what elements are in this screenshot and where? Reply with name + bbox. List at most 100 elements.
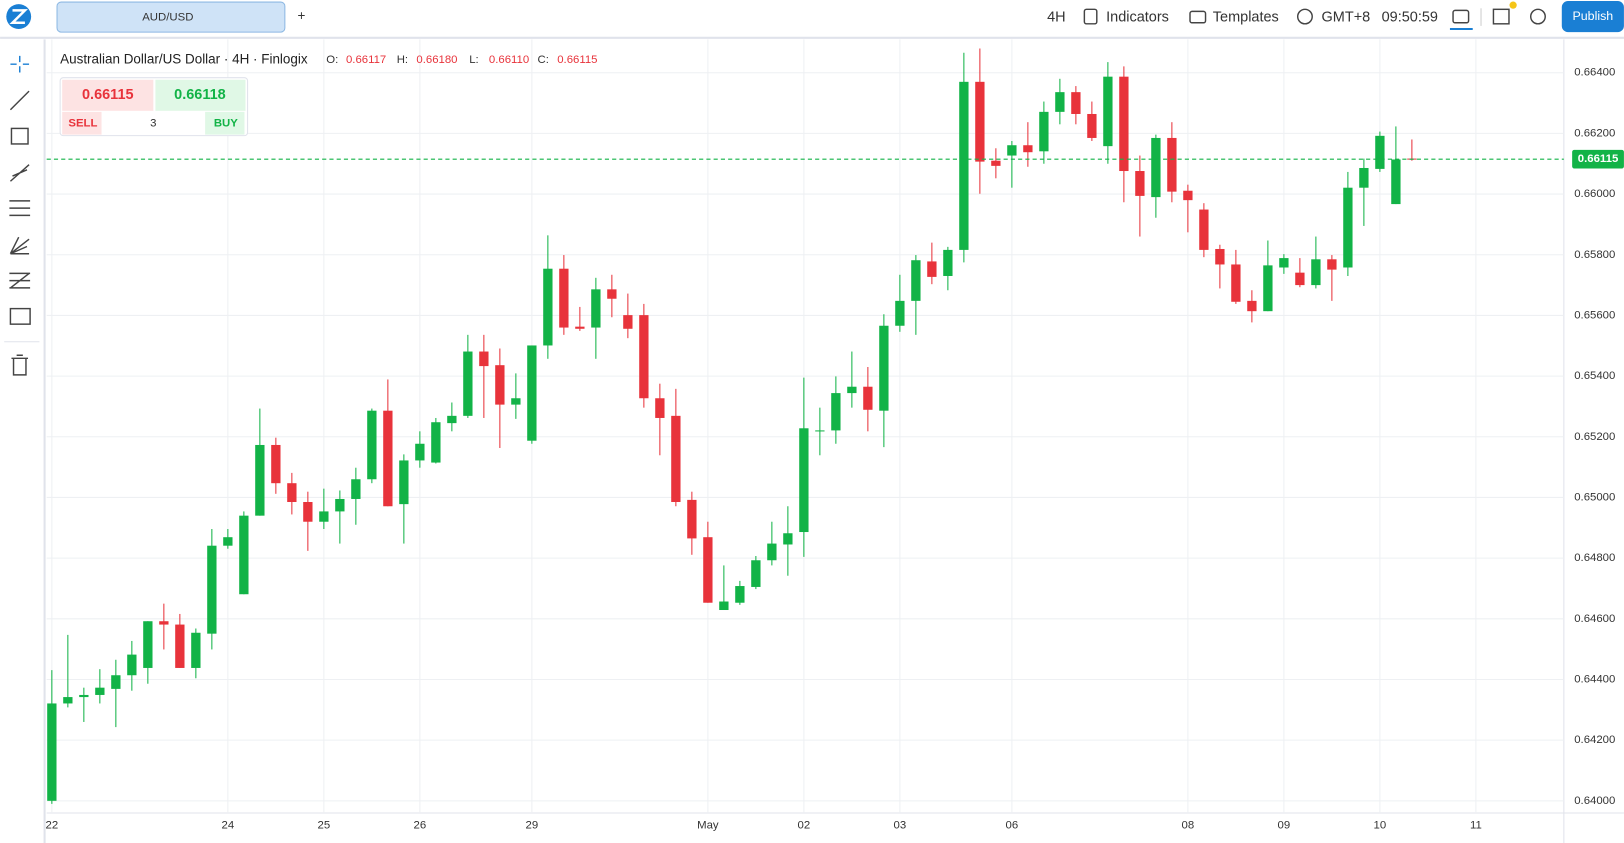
legend-title: Australian Dollar/US Dollar · 4H · Finlo… xyxy=(60,52,308,67)
candle-body xyxy=(431,422,441,463)
y-tick-label: 0.64800 xyxy=(1574,552,1615,564)
legend-l-label: L: xyxy=(469,54,479,66)
last-price-tag xyxy=(1572,149,1624,169)
candle-body xyxy=(735,586,745,603)
interval[interactable]: 4H xyxy=(1047,9,1066,25)
candle-body xyxy=(895,300,905,326)
sell-price: 0.66115 xyxy=(82,87,134,103)
candle-body xyxy=(335,498,345,512)
candle-body xyxy=(1151,137,1161,198)
fib-tool[interactable] xyxy=(9,200,31,217)
last-price-label: 0.66115 xyxy=(1578,153,1619,165)
candle-body xyxy=(1039,111,1049,152)
sell-button[interactable] xyxy=(62,111,102,135)
left-toolbar xyxy=(0,39,44,843)
symbol-tab[interactable] xyxy=(56,1,286,33)
candle-body xyxy=(815,430,825,432)
candle-body xyxy=(543,268,553,346)
buy-price-box[interactable] xyxy=(155,79,246,111)
symbol-tab-label: AUD/USD xyxy=(142,12,193,24)
layout-icon[interactable] xyxy=(1452,9,1470,24)
notification-dot xyxy=(1509,1,1517,9)
candle-body xyxy=(479,351,489,367)
legend-l-value: 0.66110 xyxy=(489,54,529,66)
x-tick-label: 10 xyxy=(1374,819,1387,831)
candle-body xyxy=(63,697,73,704)
candle-body xyxy=(1183,190,1193,201)
candle-body xyxy=(671,415,681,503)
pitchfork-tool[interactable] xyxy=(9,272,31,289)
x-tick-label: 24 xyxy=(222,819,235,831)
candle-body xyxy=(623,315,633,329)
legend-h-label: H: xyxy=(397,54,408,66)
legend-o-value: 0.66117 xyxy=(346,54,386,66)
x-tick-label: 08 xyxy=(1182,819,1195,831)
candle-body xyxy=(1103,76,1113,147)
candle-body xyxy=(143,621,153,668)
candle-body xyxy=(559,268,569,328)
candle-body xyxy=(1279,258,1289,268)
settings-icon[interactable] xyxy=(1529,8,1546,25)
y-tick-label: 0.66000 xyxy=(1574,188,1615,200)
gann-tool[interactable] xyxy=(9,236,30,255)
buy-button[interactable] xyxy=(205,111,245,135)
candle-body xyxy=(655,398,665,418)
y-tick-label: 0.64200 xyxy=(1574,734,1615,746)
grid-layout-icon[interactable] xyxy=(1492,8,1510,25)
candle-body xyxy=(1311,259,1321,286)
candle-body xyxy=(847,386,857,394)
x-tick-label: 03 xyxy=(894,819,907,831)
y-tick-label: 0.65000 xyxy=(1574,491,1615,503)
y-tick-label: 0.65200 xyxy=(1574,431,1615,443)
candle-body xyxy=(831,393,841,431)
crosshair-tool[interactable] xyxy=(10,55,30,73)
add-tab[interactable]: + xyxy=(298,8,306,23)
text-tool[interactable] xyxy=(9,307,31,325)
buy-price: 0.66118 xyxy=(174,87,226,103)
y-tick-label: 0.64600 xyxy=(1574,613,1615,625)
x-tick-label: 22 xyxy=(46,819,59,831)
x-tick-label: 09 xyxy=(1278,819,1291,831)
indicators-button[interactable]: Indicators xyxy=(1106,9,1169,25)
candle-body xyxy=(1391,159,1401,205)
candle-body xyxy=(383,410,393,507)
candle-body xyxy=(927,261,937,277)
y-tick-label: 0.65800 xyxy=(1574,249,1615,261)
candle-body xyxy=(1023,145,1033,153)
candle-body xyxy=(1231,264,1241,302)
candle-body xyxy=(879,325,889,411)
candle-body xyxy=(191,632,201,668)
x-tick-label: 11 xyxy=(1470,819,1482,831)
candle-body xyxy=(127,654,137,676)
candle-body xyxy=(415,443,425,461)
y-tick-label: 0.65600 xyxy=(1574,309,1615,321)
clock: 09:50:59 xyxy=(1382,9,1438,25)
quantity[interactable]: 3 xyxy=(150,117,156,129)
templates-button[interactable]: Templates xyxy=(1213,9,1279,25)
timezone[interactable]: GMT+8 xyxy=(1322,9,1371,25)
x-tick-label: 29 xyxy=(526,819,539,831)
candle-body xyxy=(719,601,729,611)
plot: 0.64000 0.64200 0.64400 0.64600 0.64800 0.650… xyxy=(46,39,1624,843)
candle-body xyxy=(223,537,233,546)
candle-body xyxy=(527,345,537,441)
candle-body xyxy=(255,444,265,516)
sell-price-box[interactable] xyxy=(62,79,154,111)
rectangle-tool[interactable] xyxy=(10,127,29,145)
y-tick-label: 0.66400 xyxy=(1574,67,1615,79)
candle-body xyxy=(991,160,1001,166)
candle-body xyxy=(351,479,361,499)
candle-body xyxy=(1343,187,1353,268)
delete-tool[interactable] xyxy=(11,354,29,376)
publish-button[interactable] xyxy=(1561,1,1624,33)
candle-body xyxy=(959,81,969,250)
channel-tool[interactable] xyxy=(9,164,30,182)
candle-body xyxy=(367,410,377,480)
line-tool[interactable] xyxy=(9,90,30,111)
candle-body xyxy=(863,386,873,410)
y-tick-label: 0.65400 xyxy=(1574,370,1615,382)
candle-body xyxy=(511,398,521,405)
candle-body xyxy=(399,460,409,505)
legend-o-label: O: xyxy=(326,54,338,66)
